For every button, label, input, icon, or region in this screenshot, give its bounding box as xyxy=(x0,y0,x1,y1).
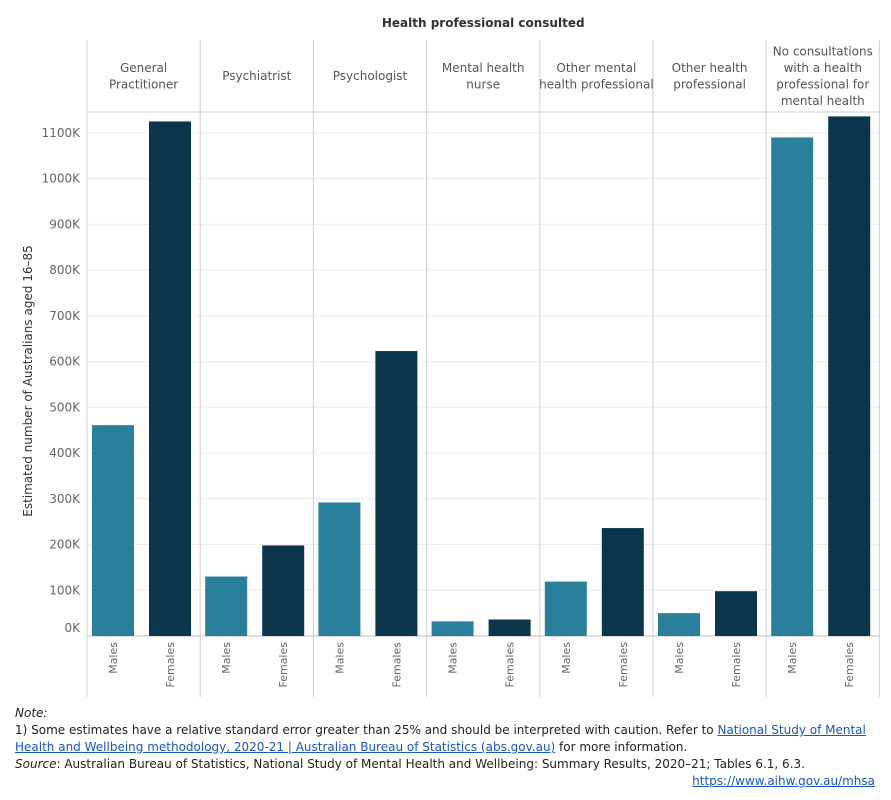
chart-title: Health professional consulted xyxy=(382,16,585,30)
bar-males xyxy=(92,425,134,636)
category-label: Psychologist xyxy=(333,69,408,83)
category-label: Other health xyxy=(672,61,748,75)
sub-label: Females xyxy=(164,642,177,688)
note-text: 1) Some estimates have a relative standa… xyxy=(15,722,881,756)
sub-label: Females xyxy=(390,642,403,688)
source-line: Source: Australian Bureau of Statistics,… xyxy=(15,756,881,773)
category-label: Practitioner xyxy=(109,77,178,91)
y-tick-label: 1000K xyxy=(42,172,82,186)
note-text-tail: for more information. xyxy=(555,740,688,754)
y-tick-label: 600K xyxy=(49,355,81,369)
note-text-body: 1) Some estimates have a relative standa… xyxy=(15,723,718,737)
sub-label: Males xyxy=(673,642,686,674)
sub-label: Males xyxy=(333,642,346,674)
bar-females xyxy=(601,528,644,636)
bar-males xyxy=(771,137,814,636)
bar-females xyxy=(149,121,191,636)
bar-chart: Health professional consulted 0K 100K 200K 3… xyxy=(21,16,880,697)
y-tick-label: 300K xyxy=(49,492,81,506)
bar-females xyxy=(488,619,531,636)
y-tick-label: 200K xyxy=(49,538,81,552)
y-tick-label: 800K xyxy=(49,263,81,277)
source-label: Source xyxy=(15,757,57,771)
note-label: Note: xyxy=(15,706,48,720)
y-tick-label: 100K xyxy=(49,583,81,597)
sub-label: Females xyxy=(843,642,856,688)
y-tick-label: 900K xyxy=(49,217,81,231)
category-label: with a health xyxy=(784,61,862,75)
y-tick-label: 500K xyxy=(49,400,81,414)
y-tick-label: 700K xyxy=(49,309,81,323)
category-label: Mental health xyxy=(442,61,525,75)
bar-males xyxy=(658,613,700,636)
sub-label: Males xyxy=(560,642,573,674)
bar-males xyxy=(318,502,361,636)
category-label: Other mental xyxy=(556,61,636,75)
sub-label: Females xyxy=(504,642,517,688)
bar-males xyxy=(205,576,248,636)
methodology-link[interactable]: National Study of Mental Health and Well… xyxy=(15,723,866,754)
sub-label: Females xyxy=(617,642,630,688)
category-label: nurse xyxy=(466,77,500,91)
sub-label: Females xyxy=(730,642,743,688)
sub-label: Males xyxy=(786,642,799,674)
category-label: General xyxy=(120,61,167,75)
category-label: mental health xyxy=(781,94,865,108)
bar-females xyxy=(828,116,871,636)
url-line: https://www.aihw.gov.au/mhsa xyxy=(15,773,881,790)
sub-label: Males xyxy=(107,642,120,674)
bar-males xyxy=(431,621,474,636)
aihw-url-link[interactable]: https://www.aihw.gov.au/mhsa xyxy=(692,774,875,788)
bar-females xyxy=(375,351,418,636)
sub-label: Males xyxy=(220,642,233,674)
category-label: No consultations xyxy=(773,44,873,58)
sub-label: Females xyxy=(277,642,290,688)
category-label: Psychiatrist xyxy=(222,69,291,83)
y-tick-label: 1100K xyxy=(42,126,82,140)
y-axis-label: Estimated number of Australians aged 16–… xyxy=(21,245,35,517)
bar-females xyxy=(715,591,757,636)
bar-males xyxy=(544,581,587,636)
y-tick-label: 400K xyxy=(49,446,81,460)
category-label: professional for xyxy=(776,77,869,91)
notes-section: Note: 1) Some estimates have a relative … xyxy=(15,705,881,790)
category-label: health professional xyxy=(539,77,654,91)
source-text: : Australian Bureau of Statistics, Natio… xyxy=(56,757,805,771)
category-label: professional xyxy=(673,77,746,91)
bar-females xyxy=(262,545,305,636)
y-tick-label: 0K xyxy=(64,621,81,635)
sub-label: Males xyxy=(447,642,460,674)
